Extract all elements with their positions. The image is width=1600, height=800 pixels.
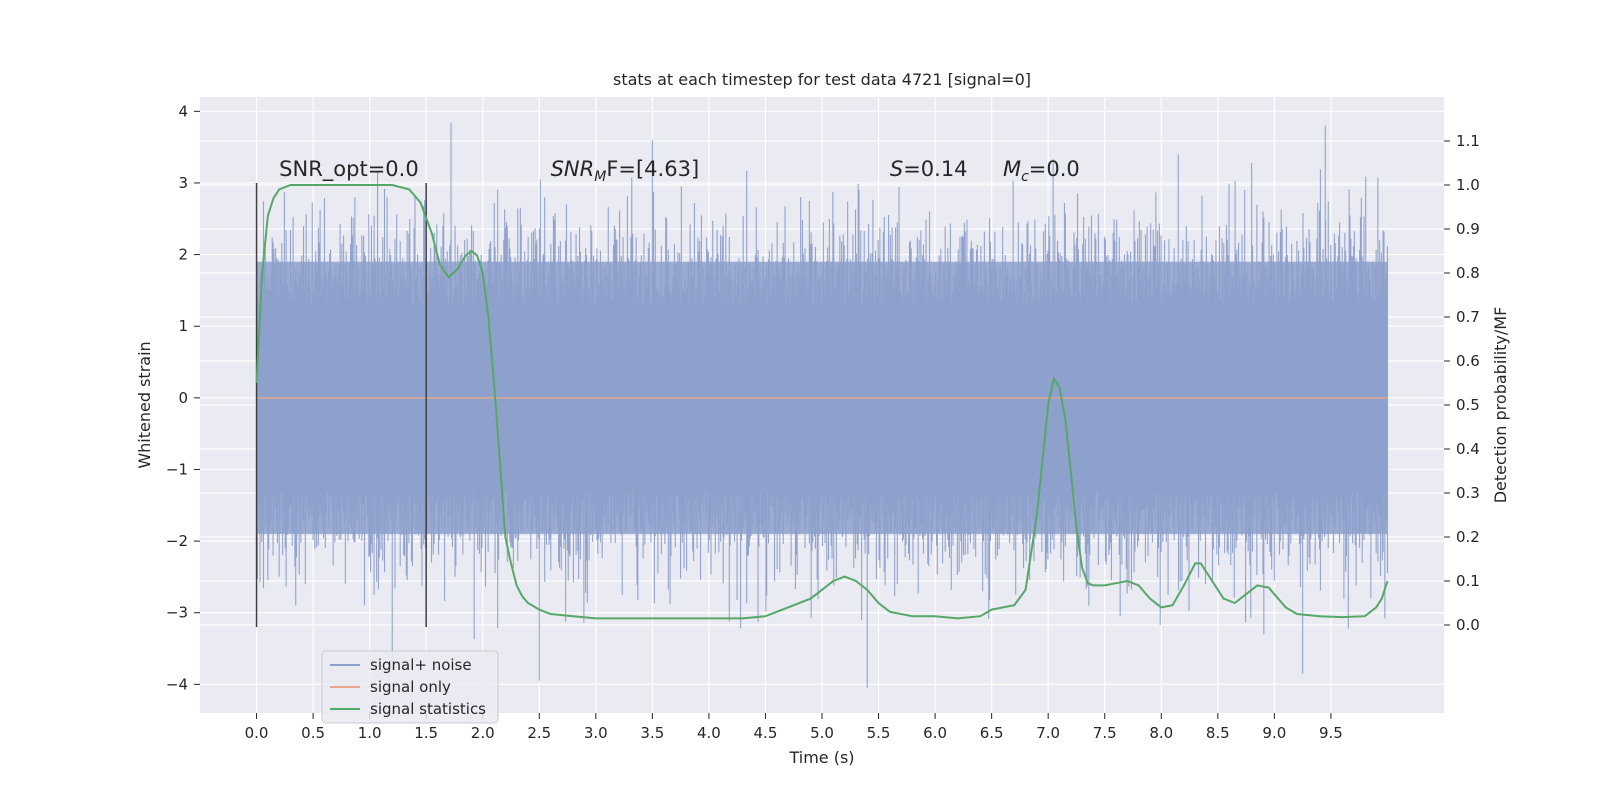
annotation-snr-mf-rest: F=[4.63] <box>606 157 699 181</box>
left-y-axis-ticks: 4 3 2 1 0 −1 −2 −3 −4 <box>166 102 200 693</box>
legend-box <box>321 650 499 724</box>
right-y-tick-label: 0.1 <box>1456 572 1480 590</box>
right-y-axis-ticks: 1.1 1.0 0.9 0.8 0.7 0.6 0.5 0.4 0.3 0.2 0.1 0.0 <box>1444 132 1480 634</box>
left-y-tick-label: 1 <box>178 317 188 335</box>
legend-label-signal-statistics: signal statistics <box>370 700 486 718</box>
annotation-snr-mf-sub: M <box>594 169 606 185</box>
annotation-s-value: S=0.14 <box>890 157 968 181</box>
x-tick-label: 4.5 <box>754 724 778 742</box>
annotation-snr-opt: SNR_opt=0.0 <box>279 157 419 182</box>
x-tick-label: 7.5 <box>1093 724 1117 742</box>
right-y-tick-label: 0.9 <box>1456 220 1480 238</box>
right-y-tick-label: 1.1 <box>1456 132 1480 150</box>
annotation-mc-rest: =0.0 <box>1029 157 1080 181</box>
x-tick-label: 5.0 <box>810 724 834 742</box>
annotation-snr-mf-base: SNR <box>551 157 595 181</box>
x-tick-label: 8.5 <box>1206 724 1230 742</box>
x-tick-label: 0.5 <box>301 724 325 742</box>
x-tick-label: 7.0 <box>1036 724 1060 742</box>
left-y-tick-label: −3 <box>166 604 188 622</box>
x-axis-label: Time (s) <box>788 748 854 767</box>
x-tick-label: 1.0 <box>358 724 382 742</box>
x-tick-label: 0.0 <box>245 724 269 742</box>
x-tick-label: 9.0 <box>1262 724 1286 742</box>
left-y-tick-label: 2 <box>178 246 188 264</box>
x-tick-label: 1.5 <box>414 724 438 742</box>
right-y-tick-label: 0.0 <box>1456 616 1480 634</box>
legend: signal+ noise signal only signal statist… <box>321 650 499 724</box>
x-tick-label: 3.0 <box>584 724 608 742</box>
x-tick-label: 5.5 <box>867 724 891 742</box>
legend-label-signal-only: signal only <box>370 678 451 696</box>
right-y-tick-label: 0.8 <box>1456 264 1480 282</box>
right-y-tick-label: 0.2 <box>1456 528 1480 546</box>
legend-label-signal-noise: signal+ noise <box>370 656 472 674</box>
x-tick-label: 2.0 <box>471 724 495 742</box>
right-y-tick-label: 0.7 <box>1456 308 1480 326</box>
right-y-tick-label: 0.6 <box>1456 352 1480 370</box>
x-tick-label: 4.0 <box>697 724 721 742</box>
right-y-tick-label: 0.3 <box>1456 484 1480 502</box>
left-y-tick-label: 4 <box>178 102 188 120</box>
right-y-tick-label: 0.4 <box>1456 440 1480 458</box>
chart-title: stats at each timestep for test data 472… <box>613 70 1031 89</box>
left-y-tick-label: 0 <box>178 389 188 407</box>
left-y-axis-label: Whitened strain <box>135 341 154 468</box>
x-tick-label: 3.5 <box>640 724 664 742</box>
left-y-tick-label: 3 <box>178 174 188 192</box>
vertical-markers <box>255 182 427 628</box>
x-tick-label: 6.0 <box>923 724 947 742</box>
annotation-mc-sub: c <box>1021 169 1029 185</box>
signal-statistics-series <box>255 184 1389 620</box>
x-tick-label: 2.5 <box>527 724 551 742</box>
right-y-axis-label: Detection probability/MF <box>1491 307 1510 504</box>
right-y-tick-label: 1.0 <box>1456 176 1480 194</box>
left-y-tick-label: −1 <box>166 460 188 478</box>
right-y-tick-label: 0.5 <box>1456 396 1480 414</box>
annotation-s-base: S <box>890 157 903 181</box>
x-tick-label: 9.5 <box>1319 724 1343 742</box>
annotation-mc-value: Mc=0.0 <box>1003 157 1080 185</box>
annotation-mc-base: M <box>1003 157 1021 181</box>
annotation-snr-mf: SNRMF=[4.63] <box>551 157 700 185</box>
x-tick-label: 6.5 <box>980 724 1004 742</box>
x-axis-ticks: 0.0 0.5 1.0 1.5 2.0 2.5 3.0 3.5 4.0 4.5 5.0 5.5 6.0 6… <box>245 713 1343 742</box>
annotation-s-rest: =0.14 <box>903 157 967 181</box>
left-y-tick-label: −4 <box>166 675 188 693</box>
x-tick-label: 8.0 <box>1149 724 1173 742</box>
left-y-tick-label: −2 <box>166 532 188 550</box>
